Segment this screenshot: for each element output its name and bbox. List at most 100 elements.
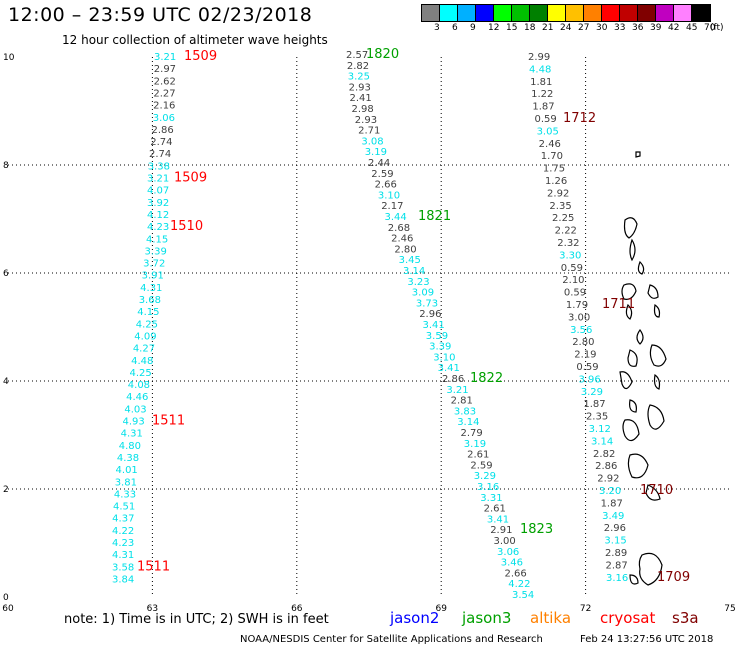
island-outline xyxy=(635,151,641,158)
scale-label: (ft) xyxy=(710,23,724,33)
swh-reading: 3.25 xyxy=(348,72,370,83)
swh-reading: 2.57 xyxy=(346,50,368,61)
swh-reading: 2.86 xyxy=(442,374,464,385)
swh-reading: 3.14 xyxy=(457,417,479,428)
swh-reading: 2.59 xyxy=(371,169,393,180)
island-outline xyxy=(621,283,637,300)
swh-reading: 1.75 xyxy=(543,164,565,175)
swh-reading: 3.10 xyxy=(378,190,400,201)
swh-reading: 4.03 xyxy=(124,404,146,415)
swh-reading: 2.66 xyxy=(375,180,397,191)
satellite-label: cryosat xyxy=(600,609,656,627)
island-outline xyxy=(638,552,663,586)
scale-label: 45 xyxy=(686,23,698,33)
swh-reading: 2.61 xyxy=(467,450,489,461)
swh-reading: 4.48 xyxy=(131,356,153,367)
y-tick-label: 6 xyxy=(3,269,9,279)
scale-label: 33 xyxy=(614,23,626,33)
swh-reading: 3.08 xyxy=(361,136,383,147)
swh-reading: 2.98 xyxy=(352,104,374,115)
pass-time-label: 1822 xyxy=(470,371,503,386)
island-outline xyxy=(647,404,665,430)
scale-swatch xyxy=(440,5,458,21)
satellite-label: s3a xyxy=(672,609,699,627)
swh-reading: 2.62 xyxy=(154,76,176,87)
swh-reading: 3.31 xyxy=(480,493,502,504)
swh-reading: 3.91 xyxy=(142,271,164,282)
swh-reading: 4.33 xyxy=(114,489,136,500)
swh-reading: 3.39 xyxy=(429,342,451,353)
y-tick-label: 10 xyxy=(3,53,15,63)
island-outline xyxy=(625,303,633,320)
scale-label: 42 xyxy=(668,23,680,33)
swh-reading: 3.41 xyxy=(487,514,509,525)
swh-reading: 3.38 xyxy=(148,161,170,172)
swh-reading: 4.51 xyxy=(113,502,135,513)
island-outline xyxy=(649,344,667,367)
x-tick-label: 66 xyxy=(291,604,303,614)
swh-reading: 2.32 xyxy=(557,238,579,249)
swh-reading: 3.81 xyxy=(115,477,137,488)
swh-reading: 1.22 xyxy=(531,89,553,100)
swh-reading: 2.19 xyxy=(574,350,596,361)
swh-reading: 0.59 xyxy=(561,263,583,274)
satellite-label: altika xyxy=(530,609,572,627)
swh-reading: 3.41 xyxy=(423,320,445,331)
swh-reading: 4.01 xyxy=(116,465,138,476)
swh-reading: 4.08 xyxy=(128,380,150,391)
swh-reading: 2.44 xyxy=(368,158,390,169)
swh-reading: 2.46 xyxy=(391,234,413,245)
swh-reading: 3.05 xyxy=(537,126,559,137)
scale-swatch xyxy=(494,5,512,21)
swh-reading: 2.99 xyxy=(528,52,550,63)
swh-reading: 2.61 xyxy=(484,504,506,515)
x-tick-label: 60 xyxy=(2,604,14,614)
swh-reading: 3.39 xyxy=(145,246,167,257)
swh-reading: 2.82 xyxy=(347,61,369,72)
swh-reading: 3.56 xyxy=(570,325,592,336)
scale-swatch xyxy=(476,5,494,21)
swh-reading: 1.26 xyxy=(545,176,567,187)
pass-time-label: 1821 xyxy=(418,209,451,224)
swh-reading: 4.15 xyxy=(146,234,168,245)
scale-swatch xyxy=(530,5,548,21)
swh-reading: 3.21 xyxy=(147,174,169,185)
credit-line: NOAA/NESDIS Center for Satellite Applica… xyxy=(240,634,543,645)
y-tick-label: 4 xyxy=(3,377,9,387)
swh-reading: 3.21 xyxy=(446,385,468,396)
swh-reading: 4.31 xyxy=(112,550,134,561)
swh-reading: 2.86 xyxy=(595,461,617,472)
island-outline xyxy=(623,217,638,239)
swh-reading: 1.81 xyxy=(530,77,552,88)
scale-label: 6 xyxy=(452,23,458,33)
swh-reading: 4.38 xyxy=(117,453,139,464)
swh-reading: 4.46 xyxy=(126,392,148,403)
scale-label: 3 xyxy=(434,23,440,33)
swh-reading: 3.68 xyxy=(139,295,161,306)
swh-reading: 2.17 xyxy=(381,201,403,212)
swh-reading: 2.35 xyxy=(586,412,608,423)
swh-reading: 3.12 xyxy=(589,424,611,435)
swh-reading: 2.93 xyxy=(349,82,371,93)
swh-reading: 3.84 xyxy=(112,574,134,585)
scale-label: 18 xyxy=(524,23,536,33)
island-outline xyxy=(629,574,639,585)
x-tick-label: 75 xyxy=(724,604,735,614)
swh-reading: 4.07 xyxy=(147,186,169,197)
swh-reading: 3.46 xyxy=(501,558,523,569)
swh-reading: 3.00 xyxy=(568,312,590,323)
scale-swatch xyxy=(548,5,566,21)
scale-label: 9 xyxy=(470,23,476,33)
x-tick-label: 63 xyxy=(147,604,158,614)
swh-reading: 3.10 xyxy=(433,352,455,363)
generated-timestamp: Feb 24 13:27:56 UTC 2018 xyxy=(580,634,714,645)
pass-time-label: 1823 xyxy=(520,522,553,537)
swh-reading: 3.49 xyxy=(602,511,624,522)
swh-reading: 3.73 xyxy=(416,298,438,309)
swh-reading: 4.80 xyxy=(119,441,141,452)
swh-reading: 2.27 xyxy=(153,88,175,99)
y-tick-label: 2 xyxy=(3,485,9,495)
island-outline xyxy=(647,284,659,299)
pass-time-label: 1510 xyxy=(170,219,203,234)
